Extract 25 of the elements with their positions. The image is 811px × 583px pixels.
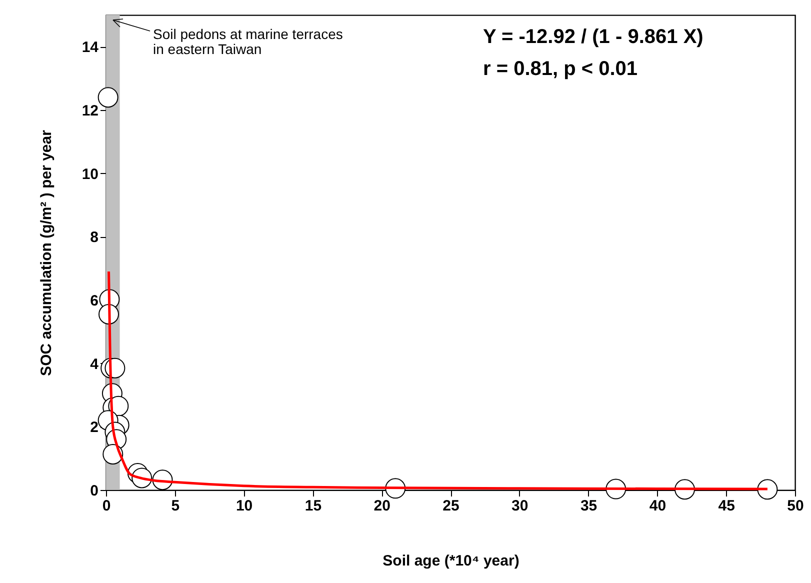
x-tick-label: 5 <box>171 498 180 514</box>
x-tick-label: 0 <box>102 498 111 514</box>
y-tick-label: 6 <box>90 292 98 310</box>
x-tick-label: 50 <box>787 498 804 514</box>
y-tick-label: 14 <box>82 39 100 56</box>
x-tick-label: 45 <box>718 498 735 514</box>
x-tick-label: 25 <box>442 498 460 514</box>
annotation: r = 0.81, p < 0.01 <box>483 58 638 80</box>
x-tick-label: 10 <box>236 498 253 514</box>
y-axis-title: SOC accumulation (g/m² ) per year <box>38 130 55 376</box>
annotation: Y = -12.92 / (1 - 9.861 X) <box>483 26 704 48</box>
y-tick-label: 2 <box>90 419 98 436</box>
y-tick-label: 8 <box>90 229 98 246</box>
y-tick-label: 12 <box>82 102 98 120</box>
x-tick-label: 40 <box>649 498 666 514</box>
y-tick-label: 0 <box>90 482 98 500</box>
x-tick-label: 15 <box>304 498 322 514</box>
annotation: Soil pedons at marine terraces in eastern Taiwan <box>153 26 343 57</box>
x-axis-title: Soil age (*10⁴ year) <box>382 552 520 570</box>
x-tick-label: 20 <box>374 498 390 514</box>
point <box>98 87 118 108</box>
x-tick-label: 30 <box>512 498 528 514</box>
x-tick-label: 35 <box>580 498 598 514</box>
y-tick-label: 4 <box>90 356 100 373</box>
y-tick-label: 10 <box>82 166 98 183</box>
